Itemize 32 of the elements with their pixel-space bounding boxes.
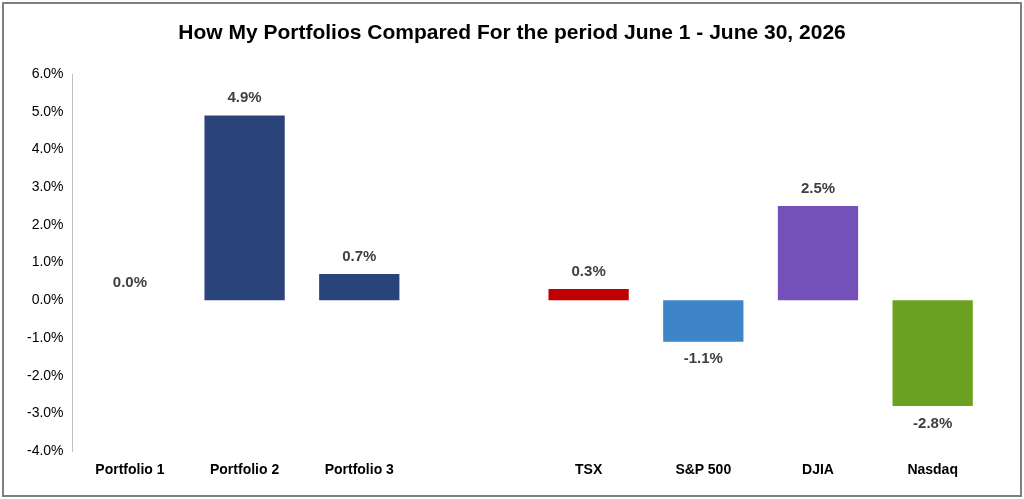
data-label: 0.3% <box>571 261 606 279</box>
y-tick-label: 6.0% <box>31 64 64 81</box>
data-label: 0.7% <box>342 246 377 264</box>
bar <box>204 115 285 301</box>
x-tick-label: DJIA <box>802 461 834 478</box>
x-tick-label: Nasdaq <box>907 461 958 478</box>
data-label: 0.0% <box>112 272 148 290</box>
y-tick-label: 5.0% <box>31 102 64 119</box>
y-tick-label: 0.0% <box>31 291 64 308</box>
y-tick-label: 2.0% <box>31 215 64 232</box>
x-tick-label: S&P 500 <box>675 461 732 478</box>
x-tick-label: Portfolio 2 <box>209 461 280 478</box>
y-tick-label: 3.0% <box>31 178 64 195</box>
chart-title: How My Portfolios Compared For the period June 1 - June 30, 2026 <box>177 20 847 44</box>
y-tick-label: 4.0% <box>31 140 64 157</box>
y-tick-label: 1.0% <box>31 253 64 270</box>
y-tick-label: -3.0% <box>26 404 64 421</box>
bar <box>777 206 859 301</box>
bar <box>663 300 744 342</box>
x-tick-label: TSX <box>575 461 603 478</box>
y-tick-label: -2.0% <box>26 366 64 383</box>
bar <box>319 273 400 301</box>
data-label: -2.8% <box>913 413 953 431</box>
bar <box>892 300 973 406</box>
data-label: 2.5% <box>800 178 836 196</box>
y-tick-label: -1.0% <box>26 328 64 345</box>
data-label: -1.1% <box>683 349 723 367</box>
bar <box>548 289 629 301</box>
y-tick-label: -4.0% <box>26 442 64 459</box>
x-tick-label: Portfolio 3 <box>324 461 395 478</box>
data-label: 4.9% <box>227 88 262 106</box>
x-tick-label: Portfolio 1 <box>95 461 165 478</box>
